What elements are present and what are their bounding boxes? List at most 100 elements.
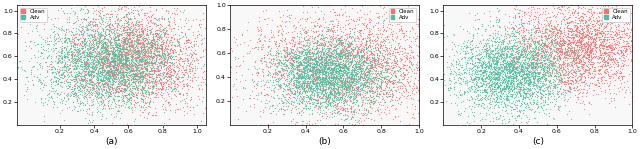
- Point: [358, 118, 369, 121]
- Point: [365, 67, 376, 70]
- Point: [349, 123, 360, 126]
- Point: [584, 58, 594, 60]
- Point: [599, 51, 609, 53]
- Point: [134, 42, 144, 45]
- Point: [319, 47, 329, 49]
- Point: [315, 73, 325, 75]
- Point: [316, 61, 326, 64]
- Point: [114, 5, 124, 8]
- Point: [340, 15, 351, 18]
- Point: [324, 116, 334, 118]
- Point: [559, 27, 569, 29]
- Point: [519, 48, 529, 51]
- Point: [265, 72, 275, 75]
- Point: [295, 92, 305, 94]
- Point: [252, 71, 262, 74]
- Point: [38, 17, 48, 19]
- Point: [321, 83, 331, 85]
- Point: [287, 54, 297, 57]
- Point: [505, 76, 515, 78]
- Point: [532, 53, 543, 56]
- Point: [319, 52, 329, 54]
- Point: [144, 73, 154, 75]
- Point: [419, 54, 429, 57]
- Point: [470, 98, 480, 100]
- Point: [194, 24, 204, 26]
- Point: [86, 34, 97, 36]
- Point: [365, 72, 376, 74]
- Point: [532, 42, 543, 44]
- Point: [583, 28, 593, 30]
- Point: [264, 57, 275, 59]
- Point: [266, 62, 276, 65]
- Point: [551, 41, 561, 44]
- Point: [374, 62, 384, 65]
- Point: [565, 91, 575, 93]
- Point: [596, 76, 606, 79]
- Point: [497, 47, 507, 49]
- Point: [104, 18, 114, 20]
- Point: [143, 46, 154, 48]
- Point: [291, 77, 301, 79]
- Point: [527, 56, 538, 59]
- Point: [70, 53, 80, 55]
- Point: [49, 24, 60, 27]
- Point: [556, 47, 566, 49]
- Point: [127, 78, 138, 80]
- Point: [372, 92, 382, 94]
- Point: [136, 45, 147, 48]
- Point: [296, 70, 307, 73]
- Point: [198, 55, 208, 57]
- Point: [556, 74, 566, 76]
- Point: [540, 93, 550, 95]
- Point: [149, 55, 159, 57]
- Point: [335, 69, 345, 72]
- Point: [525, 80, 535, 82]
- Point: [627, 45, 637, 48]
- Point: [340, 49, 351, 51]
- Point: [297, 74, 307, 76]
- Point: [599, 39, 609, 42]
- Point: [185, 62, 195, 64]
- Point: [493, 61, 503, 63]
- Point: [124, 28, 134, 30]
- Point: [559, 40, 570, 42]
- Point: [141, 72, 152, 75]
- Point: [324, 54, 334, 56]
- Point: [520, 34, 531, 36]
- Point: [75, 56, 85, 58]
- Point: [308, 52, 319, 54]
- Point: [257, 79, 267, 82]
- Point: [556, 32, 566, 35]
- Point: [575, 68, 586, 71]
- Point: [362, 84, 372, 87]
- Point: [191, 79, 201, 81]
- Point: [297, 119, 307, 122]
- Point: [339, 67, 349, 69]
- Point: [509, 53, 520, 55]
- Point: [160, 100, 170, 103]
- Point: [71, 60, 81, 62]
- Point: [286, 48, 296, 51]
- Point: [91, 54, 101, 56]
- Point: [220, 51, 230, 53]
- Point: [122, 40, 132, 43]
- Point: [102, 71, 112, 73]
- Point: [354, 53, 364, 56]
- Point: [294, 30, 305, 32]
- Point: [357, 47, 367, 49]
- Point: [133, 24, 143, 27]
- Point: [357, 76, 367, 78]
- Point: [604, 77, 614, 79]
- Point: [358, 84, 368, 87]
- Point: [52, 68, 63, 70]
- Point: [292, 94, 303, 97]
- Point: [558, 93, 568, 95]
- Point: [604, 58, 614, 60]
- Point: [492, 62, 502, 65]
- Point: [527, 58, 537, 60]
- Point: [521, 81, 531, 83]
- Point: [255, 34, 266, 36]
- Point: [549, 83, 559, 86]
- Point: [331, 99, 341, 101]
